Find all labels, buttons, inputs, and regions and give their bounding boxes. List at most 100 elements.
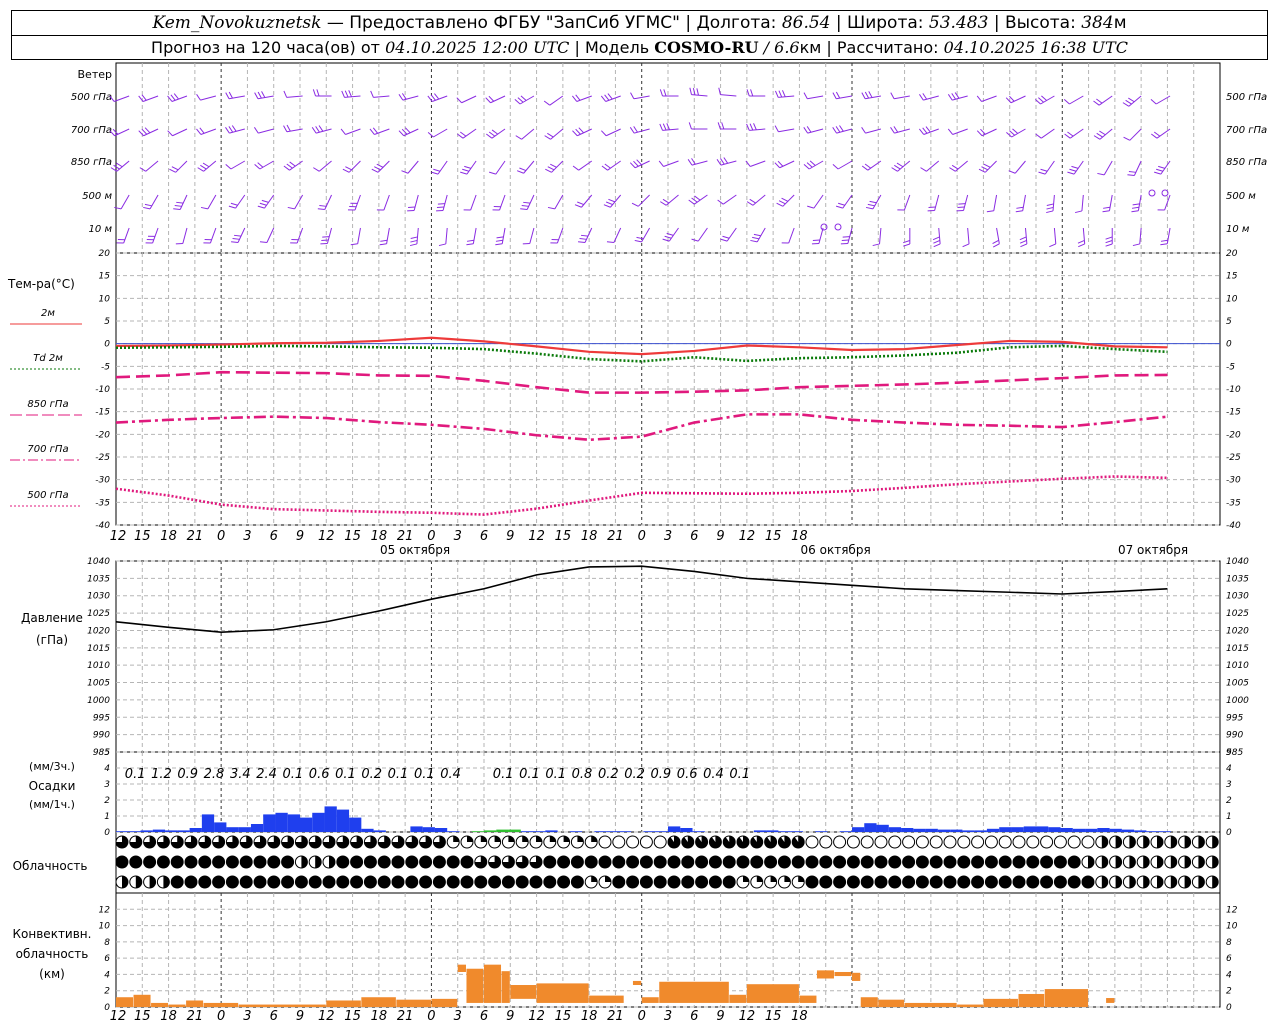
wind-barb-flag	[692, 87, 696, 96]
wind-barb-flag	[1009, 130, 1016, 136]
wind-barb-flag	[521, 205, 529, 207]
cloud-circle	[543, 875, 557, 889]
precip-bar	[618, 831, 632, 832]
cloud-circle	[1081, 835, 1095, 849]
cloud-cover-icon	[957, 855, 971, 869]
wind-barb	[778, 128, 795, 133]
wind-barb	[203, 160, 217, 172]
wind-barb	[286, 128, 303, 133]
cloud-fill	[433, 836, 446, 849]
precip-3h-total: 3.4	[230, 767, 251, 782]
cloud-cover-icon	[225, 855, 239, 869]
convective-bar	[852, 972, 861, 981]
y-tick-label: 1	[104, 812, 110, 822]
cloud-cover-icon	[1081, 835, 1095, 849]
wind-barb	[807, 95, 824, 100]
cloud-circle	[750, 855, 764, 869]
wind-barb-flag	[287, 206, 295, 210]
cloud-circle	[529, 875, 543, 889]
cloud-cover-icon	[1081, 855, 1095, 869]
cloud-circle	[129, 855, 143, 869]
cloud-fill	[329, 856, 335, 868]
x-tick-label: 6	[480, 529, 488, 544]
y-tick-label: 1040	[1226, 557, 1249, 567]
cloud-circle	[460, 875, 474, 889]
y-tick-label: 995	[1226, 713, 1243, 723]
wind-barb-flag	[718, 87, 721, 95]
precip-bar	[1134, 830, 1147, 832]
wind-barb-flag	[896, 162, 904, 168]
wind-barb-flag	[1019, 236, 1027, 241]
cloud-cover-icon	[432, 875, 446, 889]
precip-bar	[1097, 828, 1110, 832]
wind-barb-flag	[1156, 168, 1164, 172]
x-tick-label: 21	[187, 1009, 204, 1024]
wind-barb-flag	[835, 126, 841, 133]
y-tick-label: 2	[1226, 796, 1232, 806]
wind-barb-flag	[1151, 133, 1158, 139]
wind-barb-flag	[466, 243, 474, 246]
wind-barb-flag	[832, 92, 837, 100]
cloud-circle	[667, 875, 681, 889]
wind-barb-flag	[666, 123, 671, 130]
cloud-cover-icon	[681, 835, 695, 849]
wind-barb-flag	[803, 127, 809, 134]
wind-barb	[1069, 128, 1084, 139]
precip-bar	[533, 831, 546, 832]
cloud-fill	[405, 836, 418, 849]
cloud-cover-icon	[446, 875, 460, 889]
wind-barb-flag	[781, 197, 789, 202]
y-tick-label: 8	[104, 938, 110, 948]
y-tick-label: 1035	[1226, 574, 1249, 584]
precip-bar	[864, 823, 877, 832]
temperature-series-line	[115, 344, 1168, 363]
wind-barb-flag	[634, 239, 642, 243]
y-tick-label: 5	[104, 317, 110, 327]
precip-bar	[275, 812, 288, 832]
precip-bar	[569, 831, 583, 832]
wind-barb-flag	[466, 239, 475, 242]
wind-barb-flag	[629, 162, 636, 169]
cloud-cover-icon	[998, 875, 1012, 889]
wind-barb	[1156, 128, 1171, 139]
pressure-title: Давление	[21, 611, 83, 625]
cloud-circle	[888, 855, 902, 869]
cloud-circle	[819, 835, 833, 849]
x-tick-label: 6	[270, 529, 278, 544]
cloud-fill	[530, 856, 542, 868]
wind-barb-flag	[457, 133, 464, 139]
wind-barb-flag	[688, 122, 692, 130]
cloud-circle	[984, 875, 998, 889]
wind-barb-flag	[1153, 131, 1161, 137]
cloud-circle	[846, 875, 860, 889]
wind-barb-flag	[110, 167, 118, 172]
wind-barb-flag	[1034, 98, 1041, 105]
wind-barb-flag	[1015, 210, 1023, 213]
cloud-fill	[309, 836, 322, 849]
cloud-cover-icon	[791, 835, 805, 849]
y-tick-label: -40	[95, 521, 110, 531]
precip-bar	[165, 830, 178, 832]
wind-barb	[808, 160, 824, 170]
cloud-cover-icon	[874, 855, 888, 869]
wind-barb	[981, 128, 997, 137]
cloud-circle	[267, 855, 281, 869]
cloud-circle	[626, 855, 640, 869]
cloud-fill	[129, 836, 142, 849]
cloud-cover-icon	[488, 855, 502, 869]
wind-barb-flag	[340, 128, 346, 135]
wind-level-label: 850 гПа	[71, 157, 112, 168]
cloud-fill	[1170, 856, 1177, 868]
cloud-fill	[502, 856, 515, 868]
wind-barb-flag	[717, 122, 721, 130]
y-tick-label: 985	[93, 748, 110, 758]
cloud-fill	[453, 836, 460, 842]
wind-barb	[934, 194, 940, 211]
cloud-cover-icon	[777, 855, 791, 869]
cloud-cover-icon	[626, 855, 640, 869]
wind-barb	[893, 95, 910, 100]
wind-barb-flag	[983, 163, 991, 168]
wind-barb-flag	[720, 238, 728, 242]
wind-barb-flag	[1132, 203, 1140, 206]
cloud-fill	[723, 836, 736, 849]
